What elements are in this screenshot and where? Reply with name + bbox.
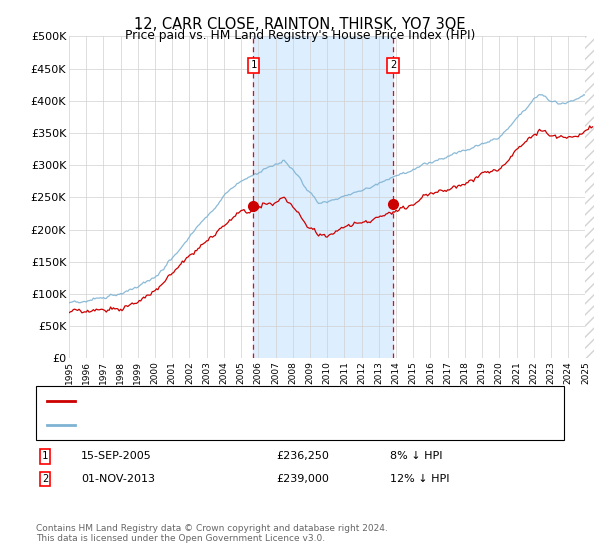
Text: 15-SEP-2005: 15-SEP-2005 <box>81 451 152 461</box>
Text: 8% ↓ HPI: 8% ↓ HPI <box>390 451 443 461</box>
Text: 12, CARR CLOSE, RAINTON, THIRSK, YO7 3QE (detached house): 12, CARR CLOSE, RAINTON, THIRSK, YO7 3QE… <box>81 396 411 406</box>
Text: 01-NOV-2013: 01-NOV-2013 <box>81 474 155 484</box>
Bar <box>586 36 600 358</box>
Text: Price paid vs. HM Land Registry's House Price Index (HPI): Price paid vs. HM Land Registry's House … <box>125 29 475 42</box>
Text: 2: 2 <box>42 474 48 484</box>
Text: 12% ↓ HPI: 12% ↓ HPI <box>390 474 449 484</box>
Bar <box>253 36 393 358</box>
Text: 1: 1 <box>250 60 256 71</box>
Text: 12, CARR CLOSE, RAINTON, THIRSK, YO7 3QE: 12, CARR CLOSE, RAINTON, THIRSK, YO7 3QE <box>134 17 466 32</box>
Text: £236,250: £236,250 <box>276 451 329 461</box>
Text: Contains HM Land Registry data © Crown copyright and database right 2024.
This d: Contains HM Land Registry data © Crown c… <box>36 524 388 543</box>
Text: 2: 2 <box>390 60 396 71</box>
Text: £239,000: £239,000 <box>276 474 329 484</box>
Text: 1: 1 <box>42 451 48 461</box>
Text: HPI: Average price, detached house, North Yorkshire: HPI: Average price, detached house, Nort… <box>81 419 354 430</box>
